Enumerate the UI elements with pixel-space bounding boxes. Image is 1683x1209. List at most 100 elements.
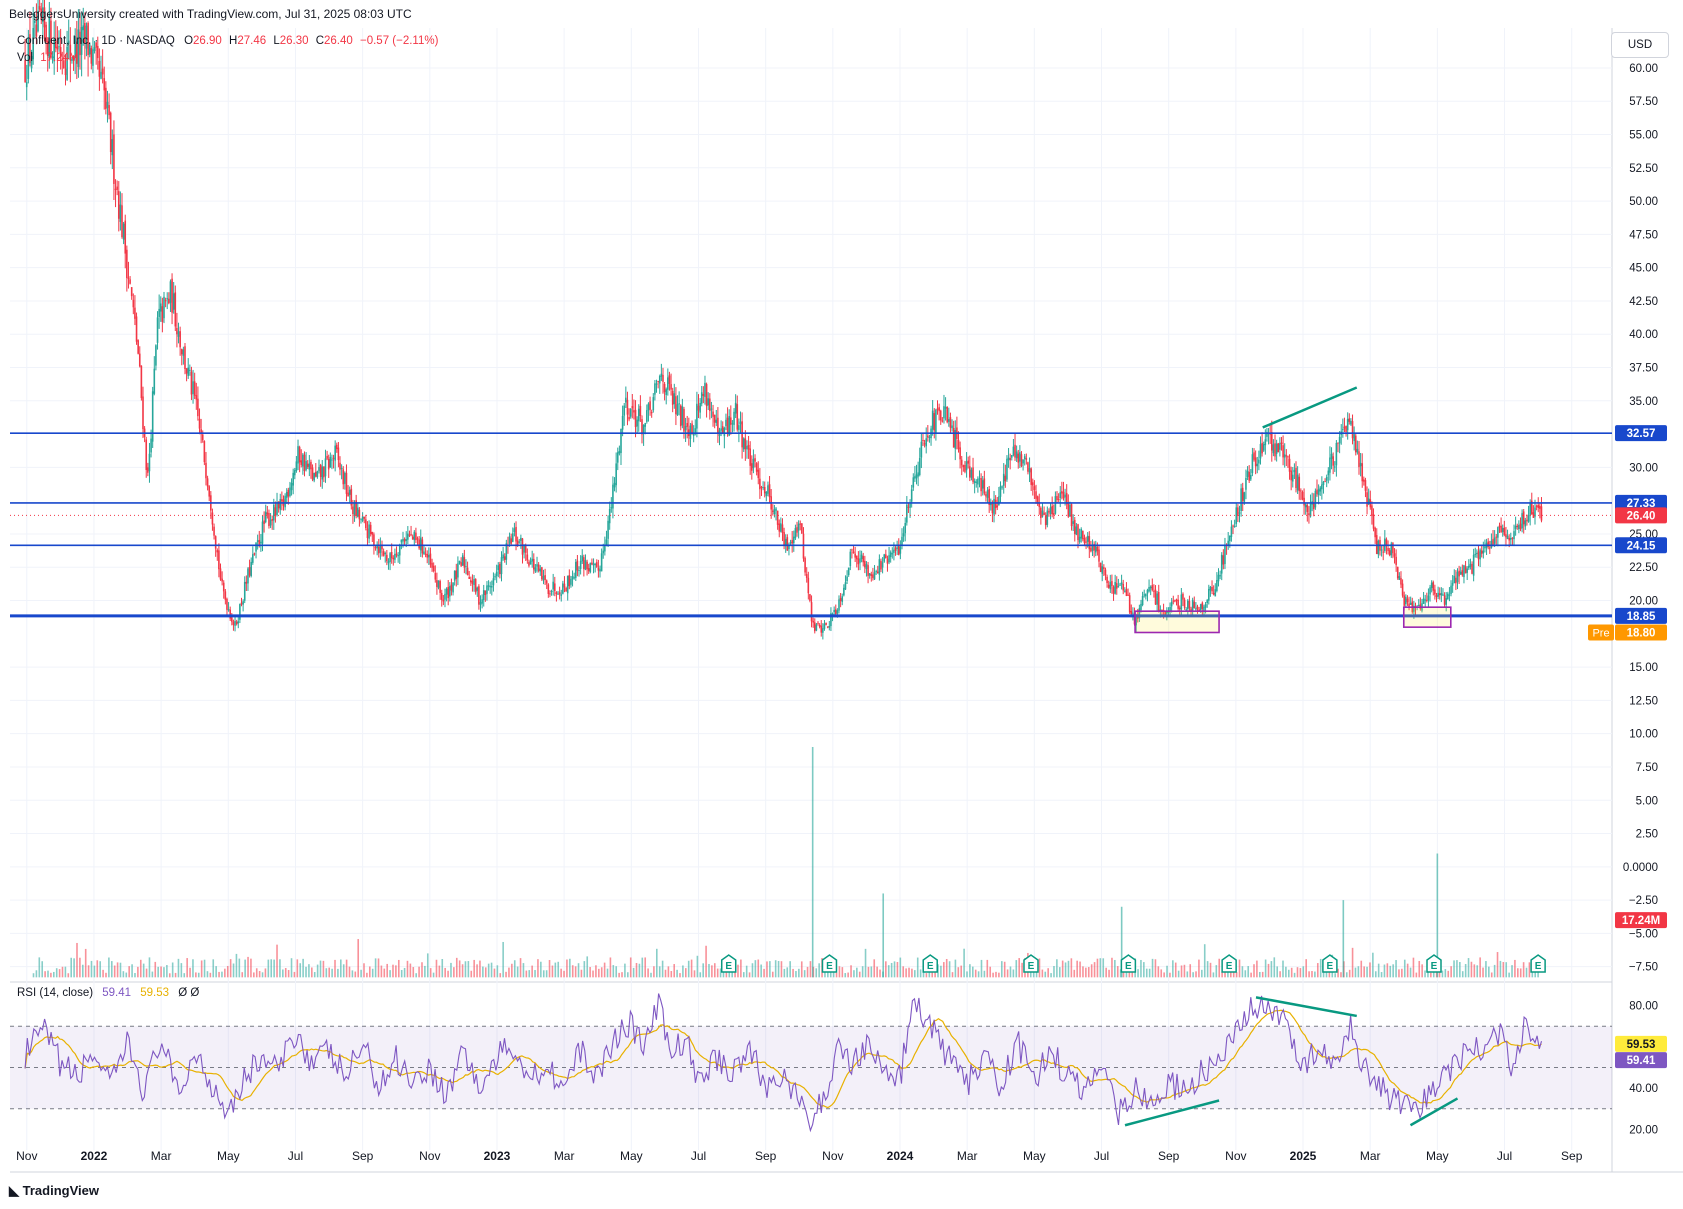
trendline[interactable]	[1262, 386, 1358, 429]
earnings-marker[interactable]: E	[1221, 954, 1237, 973]
rsi-title[interactable]: RSI (14, close)	[17, 987, 94, 999]
candle-body	[867, 565, 869, 576]
earnings-marker[interactable]: E	[720, 954, 737, 973]
candle-body	[1348, 418, 1351, 422]
volume-bar	[696, 955, 699, 978]
candle-body	[1434, 589, 1436, 595]
volume-bar	[1345, 972, 1348, 978]
candle-body	[93, 47, 96, 52]
candle-body	[731, 423, 734, 425]
volume-bar	[134, 973, 136, 978]
candle-body	[918, 458, 921, 475]
time-axis[interactable]: Nov 2022 Mar May Jul Sep Nov 2023 Mar May Jul Sep No…	[16, 1149, 1583, 1163]
candle-body	[907, 506, 910, 508]
candle-body	[360, 518, 362, 520]
volume-bar	[774, 960, 777, 978]
volume-bar	[171, 962, 174, 978]
volume-bar	[1000, 961, 1003, 978]
volume-bar	[447, 970, 449, 978]
candle-body	[471, 580, 474, 584]
earnings-marker[interactable]: E	[821, 954, 838, 973]
candle-body	[1220, 554, 1223, 574]
candle-body	[545, 580, 548, 584]
volume-bar	[1374, 971, 1377, 978]
candle-body	[232, 621, 235, 625]
candle-body	[823, 623, 826, 629]
candle-body	[428, 554, 430, 558]
candle-body	[1174, 600, 1176, 602]
earnings-marker[interactable]: E	[922, 954, 938, 973]
volume-bar	[751, 963, 754, 978]
candle-body	[339, 462, 341, 470]
candle-body	[1198, 609, 1200, 611]
candle-body	[1246, 470, 1249, 477]
candle-body	[295, 461, 298, 471]
candle-body	[1177, 599, 1179, 609]
candle-body	[1495, 536, 1498, 538]
candle-body	[1062, 491, 1065, 499]
volume-bar	[200, 960, 203, 978]
volume-bar	[1525, 967, 1528, 978]
candle-body	[176, 327, 178, 335]
volume-bar	[699, 972, 702, 978]
earnings-marker[interactable]: E	[1530, 954, 1546, 973]
candle-body	[479, 602, 482, 605]
tradingview-logo: ◣ TradingView	[9, 1183, 99, 1199]
volume-bar	[783, 968, 786, 978]
earnings-marker[interactable]: E	[1023, 954, 1039, 973]
candle-body	[1317, 489, 1320, 495]
price-tick-label: 45.00	[1629, 263, 1658, 275]
candle-body	[182, 349, 185, 356]
highlight-box[interactable]	[1134, 610, 1220, 634]
chart-drawings[interactable]	[1134, 386, 1452, 634]
price-axis[interactable]: 60.0057.5055.0052.5050.0047.5045.0042.50…	[1623, 63, 1658, 1136]
candle-body	[449, 586, 451, 597]
candle-body	[1091, 545, 1094, 551]
volume-bar	[55, 968, 58, 978]
candle-body	[1382, 551, 1385, 553]
time-tick-label: Nov	[16, 1149, 37, 1163]
candle-body	[876, 571, 879, 573]
earnings-marker[interactable]: E	[1120, 954, 1137, 973]
candle-body	[224, 591, 227, 600]
candle-body	[381, 546, 383, 550]
candle-body	[1153, 590, 1155, 592]
candle-body	[355, 500, 357, 516]
volume-bar	[1050, 973, 1052, 978]
volume-bar	[885, 961, 887, 978]
candle-body	[1332, 456, 1334, 466]
candle-body	[285, 491, 288, 498]
rsi-divergence-line[interactable]	[1409, 1097, 1459, 1127]
highlight-box[interactable]	[1402, 606, 1452, 628]
currency-button[interactable]: USD	[1611, 32, 1669, 58]
rsi-divergence-line[interactable]	[1255, 996, 1357, 1018]
earnings-marker[interactable]: E	[1426, 954, 1442, 973]
horizontal-levels[interactable]	[10, 432, 1612, 618]
earnings-marker[interactable]: E	[1322, 954, 1338, 973]
volume-bar	[1316, 963, 1319, 978]
candle-body	[948, 419, 950, 422]
candle-body	[387, 561, 390, 564]
rsi-divergence-line[interactable]	[1124, 1099, 1220, 1127]
price-tick-label: 7.50	[1636, 762, 1658, 774]
candle-body	[776, 510, 779, 525]
volume-bar	[650, 972, 652, 978]
time-tick-label: Sep	[1561, 1149, 1583, 1163]
volume-bar	[873, 959, 876, 978]
volume-bar	[189, 967, 191, 978]
candle-body	[655, 383, 658, 385]
candle-body	[1251, 454, 1254, 474]
candle-body	[1190, 608, 1192, 611]
candle-body	[53, 38, 55, 62]
volume-bar	[105, 972, 107, 978]
candle-body	[1353, 434, 1355, 442]
candle-body	[1322, 481, 1325, 486]
symbol-title[interactable]: Confluent, Inc. · 1D · NASDAQ	[17, 35, 175, 47]
candle-body	[185, 368, 188, 374]
candle-body	[168, 298, 170, 304]
candle-body	[276, 502, 278, 515]
volume-bar	[1418, 960, 1421, 978]
candle-body	[846, 576, 848, 582]
